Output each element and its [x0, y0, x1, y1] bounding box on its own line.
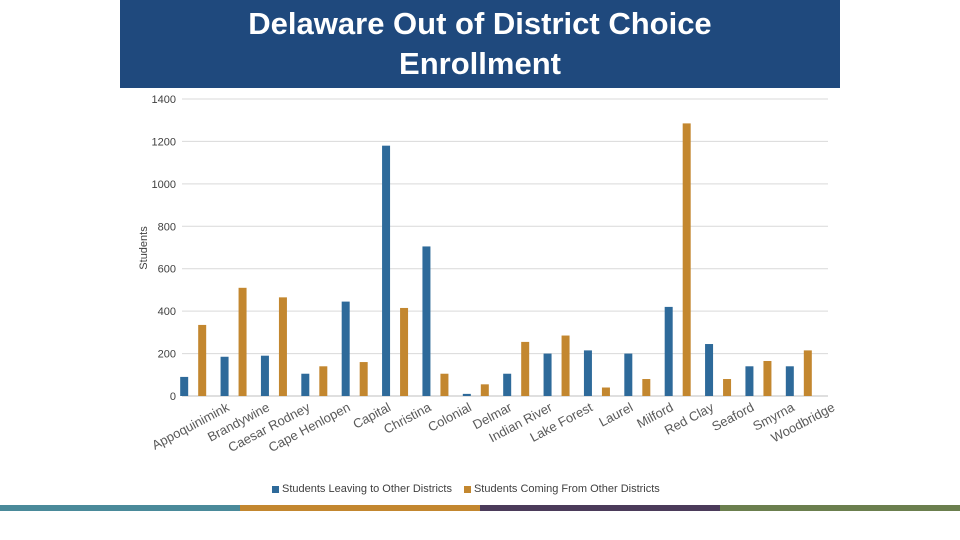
- legend-label-coming: Students Coming From Other Districts: [473, 483, 660, 495]
- bar-leaving: [422, 246, 431, 396]
- bar-leaving: [220, 356, 229, 396]
- bar-leaving: [543, 353, 552, 396]
- y-axis-title: Students: [138, 226, 150, 270]
- bar-coming: [238, 287, 247, 396]
- title-banner: Delaware Out of District Choice Enrollme…: [120, 0, 840, 88]
- y-tick-label: 800: [158, 221, 176, 233]
- x-tick-label: Christina: [381, 399, 434, 437]
- bar-leaving: [462, 393, 471, 396]
- y-tick-label: 1400: [152, 94, 176, 106]
- y-tick-label: 1000: [152, 179, 176, 191]
- legend-swatch-leaving: [272, 485, 279, 493]
- legend-label-leaving: Students Leaving to Other Districts: [282, 483, 452, 495]
- bar-leaving: [260, 355, 269, 396]
- bar-coming: [480, 384, 489, 396]
- bar-leaving: [705, 344, 714, 396]
- bar-leaving: [624, 353, 633, 396]
- bar-coming: [642, 379, 651, 396]
- x-tick-label: Laurel: [596, 399, 635, 429]
- bar-leaving: [583, 350, 592, 396]
- bar-leaving: [785, 366, 794, 396]
- legend-entry-leaving: Students Leaving to Other Districts: [272, 483, 452, 495]
- bar-coming: [440, 373, 449, 396]
- legend-entry-coming: Students Coming From Other Districts: [463, 483, 660, 495]
- y-tick-label: 200: [158, 349, 176, 361]
- footer-stripe-teal: [0, 505, 240, 511]
- y-tick-label: 400: [158, 306, 176, 318]
- page-title: Delaware Out of District Choice Enrollme…: [248, 6, 712, 81]
- bar-coming: [319, 366, 328, 396]
- y-tick-label: 600: [158, 264, 176, 276]
- chart-legend: Students Leaving to Other Districts Stud…: [272, 481, 672, 497]
- bar-coming: [521, 341, 530, 396]
- bar-coming: [682, 123, 691, 397]
- bar-coming: [601, 387, 610, 396]
- bar-leaving: [745, 366, 754, 396]
- bar-leaving: [180, 376, 189, 396]
- y-tick-label: 1200: [152, 136, 176, 148]
- bar-coming: [723, 379, 732, 396]
- bar-leaving: [382, 145, 391, 396]
- bar-leaving: [301, 373, 310, 396]
- bar-leaving: [341, 301, 350, 396]
- footer-stripe-green: [720, 505, 960, 511]
- bar-leaving: [503, 373, 512, 396]
- bar-coming: [359, 362, 368, 396]
- y-tick-label: 0: [170, 391, 176, 403]
- bar-coming: [561, 335, 570, 396]
- bar-coming: [198, 324, 207, 396]
- bar-coming: [763, 360, 772, 396]
- legend-swatch-coming: [463, 485, 471, 493]
- bar-coming: [400, 307, 409, 396]
- bar-coming: [803, 350, 812, 396]
- x-tick-label: Seaford: [709, 399, 756, 434]
- bar-leaving: [664, 306, 673, 396]
- footer-stripe-gold: [240, 505, 480, 511]
- x-tick-label: Colonial: [425, 399, 474, 434]
- bar-coming: [278, 297, 287, 396]
- footer-stripe-purple: [480, 505, 720, 511]
